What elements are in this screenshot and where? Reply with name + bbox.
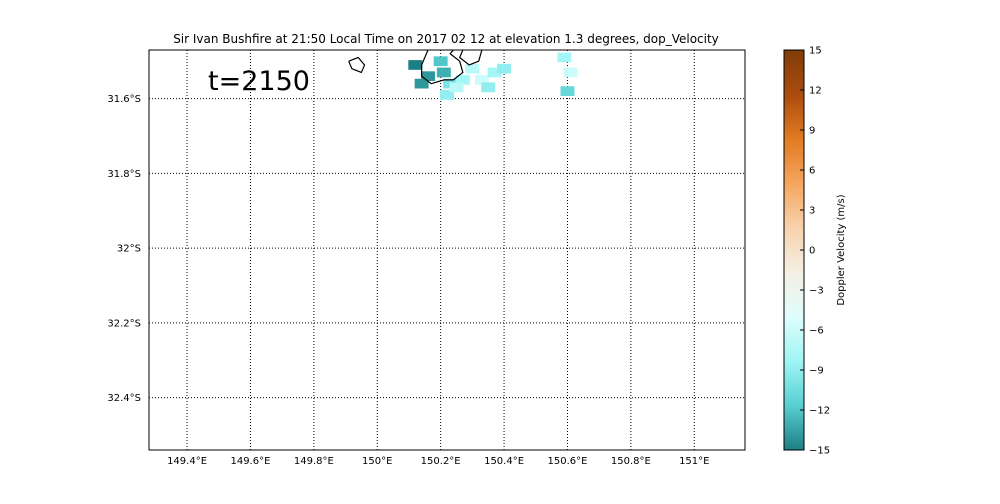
colorbar-ticks: 15 12 9 6 3 0 −3 −6 −9 −12 −15 xyxy=(800,46,830,457)
x-tick-label: 150.2°E xyxy=(421,456,461,467)
plot-frame xyxy=(148,49,746,451)
chart-title: Sir Ivan Bushfire at 21:50 Local Time on… xyxy=(173,32,719,46)
y-tick-label: 32.4°S xyxy=(107,393,141,404)
colorbar-tick-label: −9 xyxy=(809,366,824,377)
contour-line xyxy=(421,50,464,85)
velocity-patch xyxy=(563,67,578,78)
velocity-patch xyxy=(449,82,464,93)
x-tick-label: 151°E xyxy=(679,456,709,467)
velocity-patch xyxy=(440,90,454,100)
x-tick-label: 150°E xyxy=(362,456,392,467)
contours xyxy=(348,50,483,85)
velocity-patch xyxy=(408,60,423,70)
colorbar-tick-label: 12 xyxy=(809,86,822,97)
colorbar-tick-label: 3 xyxy=(809,206,815,217)
x-tick-label: 150.4°E xyxy=(484,456,524,467)
x-tick-label: 150.8°E xyxy=(611,456,651,467)
colorbar-tick-label: 9 xyxy=(809,126,815,137)
velocity-patch xyxy=(487,67,502,78)
x-tick-label: 150.6°E xyxy=(547,456,587,467)
velocity-patch xyxy=(455,75,470,85)
velocity-patches xyxy=(408,52,578,100)
colorbar-tick-label: 15 xyxy=(809,46,822,57)
velocity-patch xyxy=(474,75,489,85)
colorbar-tick-label: −6 xyxy=(809,326,824,337)
colorbar-tick-label: 0 xyxy=(809,246,815,257)
y-tick-label: 31.6°S xyxy=(107,94,141,105)
velocity-patch xyxy=(436,67,451,78)
colorbar-tick-label: −12 xyxy=(809,406,830,417)
velocity-patch xyxy=(465,63,480,74)
colorbar-tick-label: −15 xyxy=(809,446,830,457)
x-tick-label: 149.4°E xyxy=(167,456,207,467)
y-tick-label: 32.2°S xyxy=(107,318,141,329)
axis-ticks: 149.4°E 149.6°E 149.8°E 150°E 150.2°E 150.4°E… xyxy=(107,94,709,467)
y-tick-label: 32°S xyxy=(117,244,141,255)
time-annotation: t=2150 xyxy=(208,66,310,97)
contour-line xyxy=(459,50,483,66)
velocity-patch xyxy=(414,78,429,89)
x-tick-label: 149.6°E xyxy=(230,456,270,467)
velocity-patch xyxy=(481,82,496,93)
velocity-patch xyxy=(560,86,575,96)
contour-line xyxy=(348,56,366,74)
plot-area xyxy=(149,50,745,450)
colorbar-tick-label: −3 xyxy=(809,286,824,297)
velocity-patch xyxy=(557,52,572,63)
colorbar-label: Doppler Velocity (m/s) xyxy=(836,194,847,305)
colorbar-tick-label: 6 xyxy=(809,166,815,177)
velocity-patch xyxy=(497,63,512,74)
x-tick-label: 149.8°E xyxy=(294,456,334,467)
velocity-patch xyxy=(421,71,435,82)
y-tick-label: 31.8°S xyxy=(107,169,141,180)
velocity-patch xyxy=(433,56,448,67)
